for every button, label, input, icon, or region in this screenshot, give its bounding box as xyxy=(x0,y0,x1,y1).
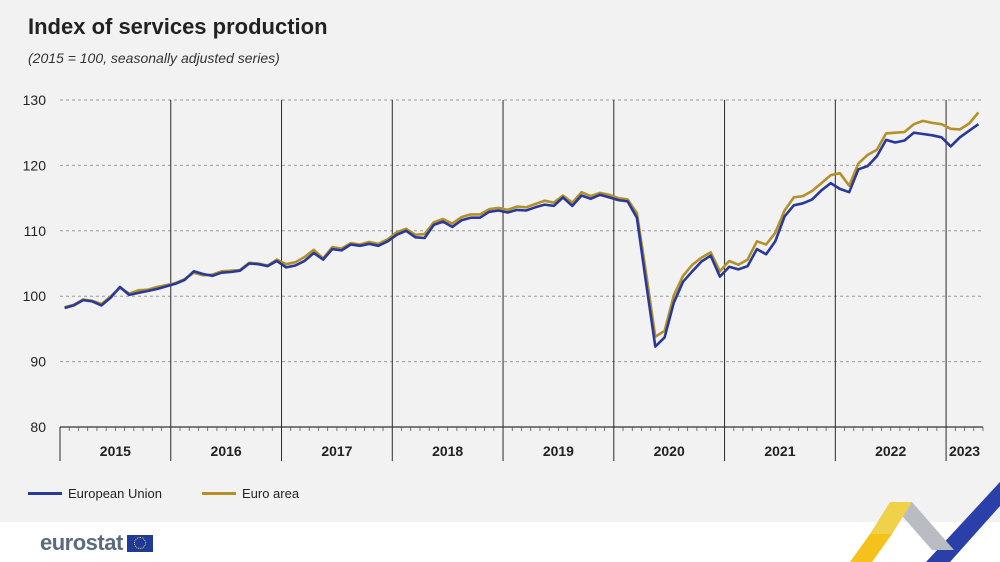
x-tick-label: 2018 xyxy=(432,443,463,459)
y-tick-label: 120 xyxy=(23,157,47,173)
legend-item-ea[interactable]: Euro area xyxy=(201,486,300,501)
x-tick-label: 2019 xyxy=(543,443,574,459)
chart-series xyxy=(64,111,980,348)
series-line-european-union[interactable] xyxy=(64,123,980,348)
legend-item-eu[interactable]: European Union xyxy=(28,486,162,501)
y-axis: 80 90 100 110 120 130 xyxy=(23,92,47,435)
x-tick-label: 2015 xyxy=(100,443,131,459)
series-line-euro-area[interactable] xyxy=(64,111,980,339)
y-tick-label: 80 xyxy=(30,419,46,435)
logo-text: eurostat xyxy=(40,530,123,555)
corner-ribbon-icon xyxy=(850,482,1000,562)
line-chart: 80 90 100 110 120 130 2015 2016 2017 2018 2019 202… xyxy=(23,92,984,461)
legend-label-eu: European Union xyxy=(68,486,162,501)
y-tick-label: 130 xyxy=(23,92,47,108)
chart-legend: European Union Euro area xyxy=(28,486,299,501)
x-tick-label: 2017 xyxy=(321,443,352,459)
x-tick-label: 2023 xyxy=(949,443,980,459)
legend-swatch-ea xyxy=(201,492,236,495)
y-tick-label: 110 xyxy=(24,223,47,239)
y-tick-label: 100 xyxy=(23,288,47,304)
x-tick-label: 2021 xyxy=(764,443,795,459)
chart-subtitle: (2015 = 100, seasonally adjusted series) xyxy=(28,50,280,66)
legend-label-ea: Euro area xyxy=(241,486,300,501)
x-axis: 2015 2016 2017 2018 2019 2020 2021 2022 2023 xyxy=(60,426,984,459)
eurostat-logo[interactable]: eurostat xyxy=(40,530,153,556)
x-tick-label: 2020 xyxy=(654,443,685,459)
x-tick-label: 2016 xyxy=(211,443,242,459)
x-tick-label: 2022 xyxy=(875,443,906,459)
eu-flag-icon xyxy=(126,534,153,552)
legend-swatch-eu xyxy=(28,492,62,495)
chart-title: Index of services production xyxy=(28,14,328,39)
footer-bar xyxy=(0,522,1000,562)
y-tick-label: 90 xyxy=(30,354,46,370)
chart-grid xyxy=(59,99,983,461)
